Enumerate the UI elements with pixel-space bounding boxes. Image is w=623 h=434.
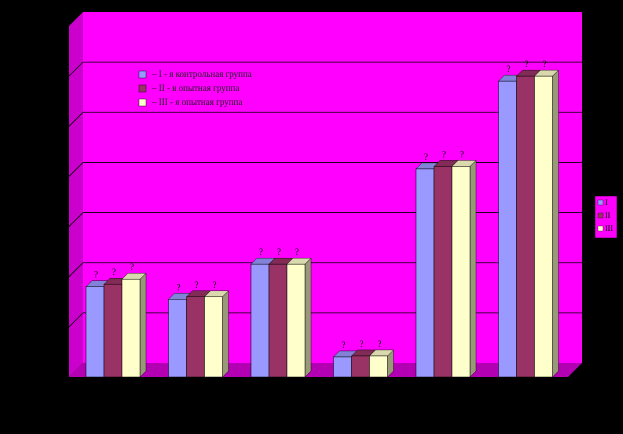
bar — [498, 80, 517, 378]
side-legend-swatch — [597, 212, 604, 219]
bar-side — [222, 290, 229, 378]
bar — [204, 296, 223, 378]
data-label: ? — [130, 262, 134, 272]
gridline-side — [68, 312, 84, 328]
data-label: ? — [543, 59, 547, 69]
gridline-side — [68, 262, 84, 277]
bar — [85, 286, 105, 378]
data-label: ? — [94, 270, 98, 280]
bar — [451, 166, 471, 378]
bar — [103, 283, 123, 378]
gridline-side — [68, 212, 84, 227]
bar — [268, 263, 288, 378]
bar — [186, 296, 205, 378]
data-label: ? — [378, 339, 382, 349]
data-labels: ?????????????????? — [94, 59, 547, 350]
inner-legend-swatch — [138, 84, 147, 93]
bars — [85, 69, 559, 378]
gridline-side — [68, 61, 84, 77]
plot-side-wall — [69, 12, 83, 377]
data-label: ? — [177, 282, 181, 292]
bar — [369, 355, 388, 378]
data-label: ? — [213, 280, 217, 290]
inner-legend-label: – I - я контрольная группа — [151, 69, 252, 79]
bar-side — [552, 69, 559, 378]
bar — [415, 168, 435, 378]
data-label: ? — [360, 339, 364, 349]
bar — [286, 263, 306, 378]
inner-legend: – I - я контрольная группа – II - я опытн… — [138, 69, 252, 107]
inner-legend-swatch — [138, 98, 147, 107]
bar — [121, 278, 141, 378]
bar — [534, 75, 553, 378]
inner-legend-swatch — [138, 70, 147, 79]
bar — [333, 356, 352, 378]
bar — [516, 75, 535, 378]
data-label: ? — [195, 280, 199, 290]
inner-legend-label: – III - я опытная группа — [151, 97, 242, 107]
bar — [351, 355, 370, 378]
bar-side — [304, 257, 312, 378]
side-legend-swatch — [597, 199, 604, 206]
side-legend-swatch — [597, 225, 604, 232]
bar-side — [469, 159, 477, 378]
bar — [168, 299, 187, 378]
data-label: ? — [424, 152, 428, 162]
data-label: ? — [277, 247, 281, 257]
side-legend-label: III — [605, 224, 613, 233]
data-label: ? — [507, 64, 511, 74]
inner-legend-label: – II - я опытная группа — [151, 83, 239, 93]
gridline-side — [68, 162, 84, 177]
bar-side — [139, 272, 147, 378]
data-label: ? — [460, 149, 464, 159]
data-label: ? — [442, 149, 446, 159]
data-label: ? — [259, 247, 263, 257]
gridline-side — [68, 112, 84, 127]
side-legend-label: II — [605, 211, 611, 220]
data-label: ? — [342, 340, 346, 350]
data-label: ? — [112, 267, 116, 277]
bar — [250, 263, 270, 378]
side-legend-label: I — [605, 198, 608, 207]
data-label: ? — [525, 59, 529, 69]
data-label: ? — [295, 247, 299, 257]
bar — [433, 166, 453, 378]
